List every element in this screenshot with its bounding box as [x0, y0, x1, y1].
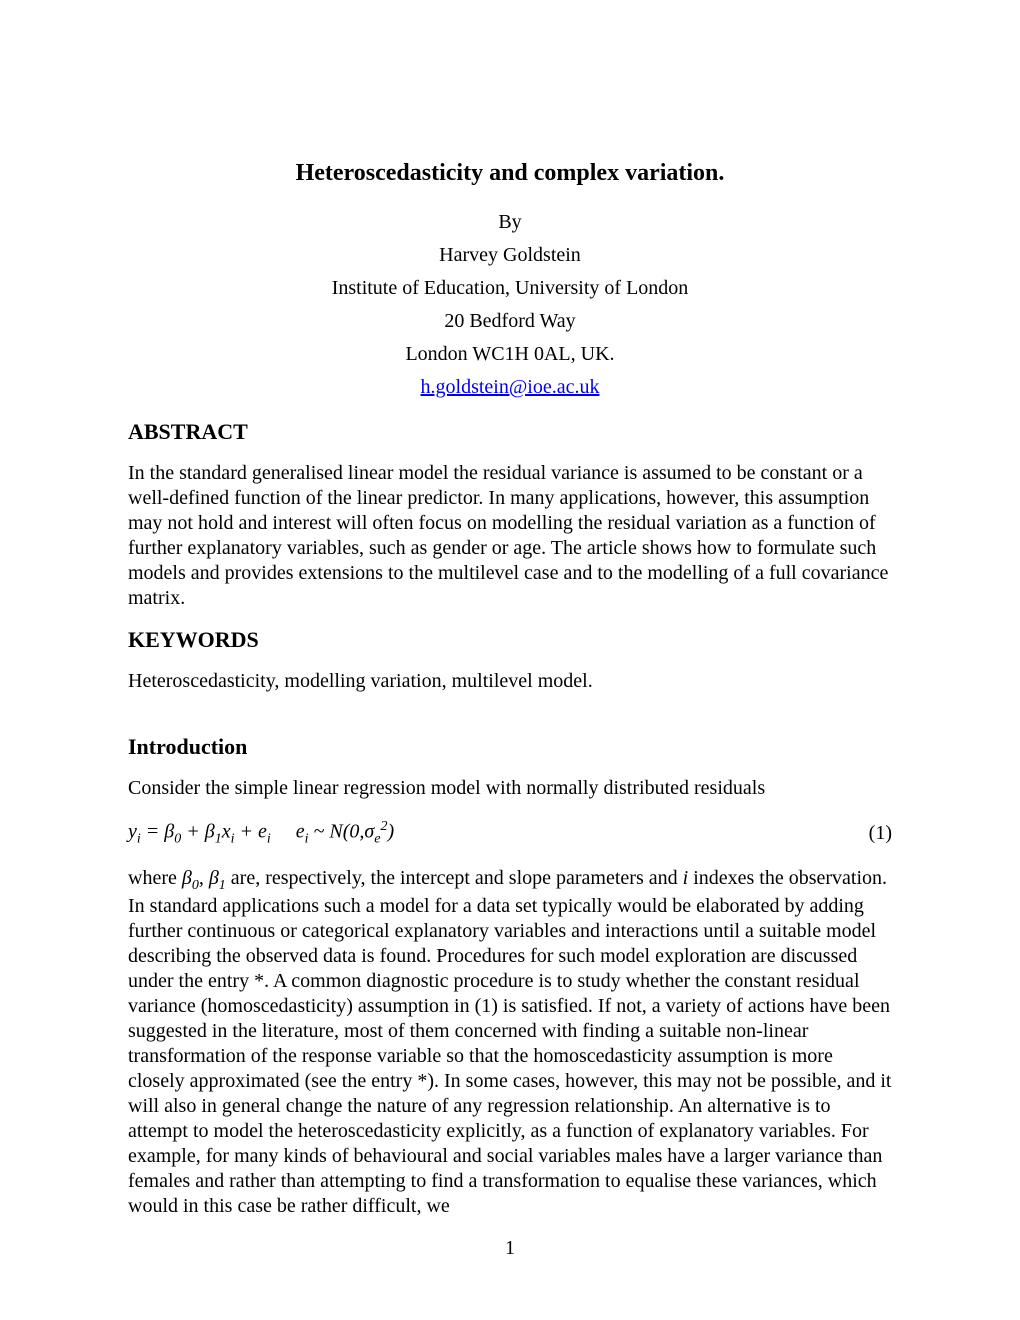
- affiliation: Institute of Education, University of Lo…: [128, 277, 892, 300]
- para-pre: where: [128, 867, 182, 889]
- para-mid: are, respectively, the intercept and slo…: [226, 867, 683, 889]
- page-title: Heteroscedasticity and complex variation…: [128, 160, 892, 187]
- beta-symbols: β0, β1: [182, 867, 226, 889]
- keywords-text: Heteroscedasticity, modelling variation,…: [128, 669, 892, 694]
- equation-row: yi = β0 + β1xi + ei ei ~ N(0,σe2) (1): [128, 819, 892, 848]
- abstract-text: In the standard generalised linear model…: [128, 461, 892, 611]
- introduction-paragraph: where β0, β1 are, respectively, the inte…: [128, 866, 892, 1220]
- introduction-heading: Introduction: [128, 734, 892, 760]
- author-name: Harvey Goldstein: [128, 244, 892, 267]
- address-line-2: London WC1H 0AL, UK.: [128, 343, 892, 366]
- introduction-lead: Consider the simple linear regression mo…: [128, 776, 892, 801]
- address-line-1: 20 Bedford Way: [128, 310, 892, 333]
- para-mid2: indexes the observation. In standard app…: [128, 867, 891, 1218]
- author-email: h.goldstein@ioe.ac.uk: [128, 376, 892, 399]
- page-number: 1: [0, 1237, 1020, 1260]
- byline: By: [128, 211, 892, 234]
- equation-number: (1): [869, 822, 892, 845]
- abstract-heading: ABSTRACT: [128, 419, 892, 445]
- keywords-heading: KEYWORDS: [128, 627, 892, 653]
- email-link[interactable]: h.goldstein@ioe.ac.uk: [421, 376, 600, 398]
- equation-1: yi = β0 + β1xi + ei ei ~ N(0,σe2): [128, 819, 394, 848]
